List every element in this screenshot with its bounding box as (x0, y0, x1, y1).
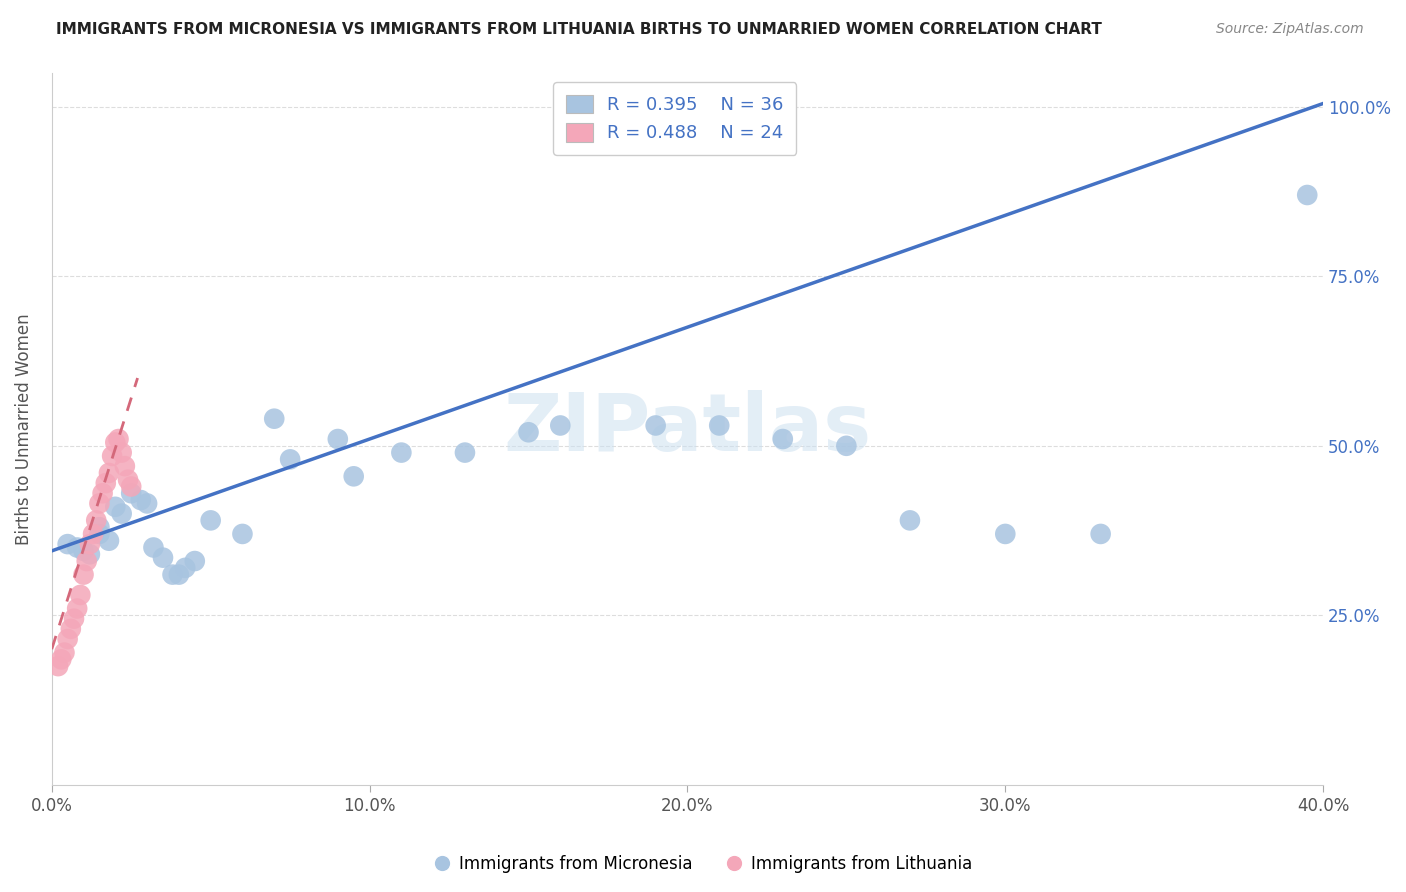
Point (994, 527, 1017, 541)
Point (72, 544, 94, 558)
Point (644, 418, 666, 433)
Point (343, 469, 366, 483)
Point (454, 445, 477, 459)
Point (53, 646, 76, 660)
Point (56, 632, 79, 646)
Point (129, 493, 152, 508)
Text: Source: ZipAtlas.com: Source: ZipAtlas.com (1216, 22, 1364, 37)
Point (84, 513, 107, 527)
Point (97, 533, 120, 548)
Point (107, 432, 129, 446)
Point (174, 561, 197, 575)
Point (389, 445, 412, 459)
Point (72, 567, 94, 582)
Point (91, 486, 114, 500)
Point (1090, 527, 1112, 541)
Point (94, 476, 117, 491)
Point (117, 473, 139, 487)
Point (69, 588, 91, 602)
Text: IMMIGRANTS FROM MICRONESIA VS IMMIGRANTS FROM LITHUANIA BIRTHS TO UNMARRIED WOME: IMMIGRANTS FROM MICRONESIA VS IMMIGRANTS… (56, 22, 1102, 37)
Point (120, 479, 142, 493)
Point (76, 554, 98, 568)
Point (89, 496, 111, 510)
Legend: R = 0.395    N = 36, R = 0.488    N = 24: R = 0.395 N = 36, R = 0.488 N = 24 (553, 82, 796, 155)
Point (56, 537, 79, 551)
Point (152, 550, 174, 565)
Point (326, 432, 349, 446)
Point (46, 659, 69, 673)
Point (835, 439, 858, 453)
Point (111, 507, 134, 521)
Point (82, 527, 104, 541)
Point (79, 547, 101, 561)
Point (104, 500, 127, 514)
Point (114, 459, 136, 474)
Legend: Immigrants from Micronesia, Immigrants from Lithuania: Immigrants from Micronesia, Immigrants f… (427, 848, 979, 880)
Point (120, 486, 142, 500)
Point (79, 537, 101, 551)
Point (709, 418, 731, 433)
Point (231, 527, 253, 541)
Point (59, 622, 82, 636)
Point (111, 445, 134, 459)
Point (517, 425, 540, 440)
Text: ZIPatlas: ZIPatlas (503, 390, 872, 468)
Point (1296, 188, 1319, 202)
Point (200, 513, 222, 527)
Point (51, 652, 73, 666)
Point (167, 567, 190, 582)
Point (104, 435, 127, 450)
Point (278, 452, 301, 467)
Point (63, 612, 86, 626)
Y-axis label: Births to Unmarried Women: Births to Unmarried Women (15, 313, 32, 545)
Point (142, 541, 165, 555)
Point (97, 466, 120, 480)
Point (66, 601, 89, 615)
Point (101, 449, 124, 463)
Point (263, 411, 285, 425)
Point (184, 554, 207, 568)
Point (89, 520, 111, 534)
Point (898, 513, 921, 527)
Point (66, 541, 89, 555)
Point (89, 527, 111, 541)
Point (550, 418, 572, 433)
Point (136, 496, 159, 510)
Point (772, 432, 794, 446)
Point (162, 567, 184, 582)
